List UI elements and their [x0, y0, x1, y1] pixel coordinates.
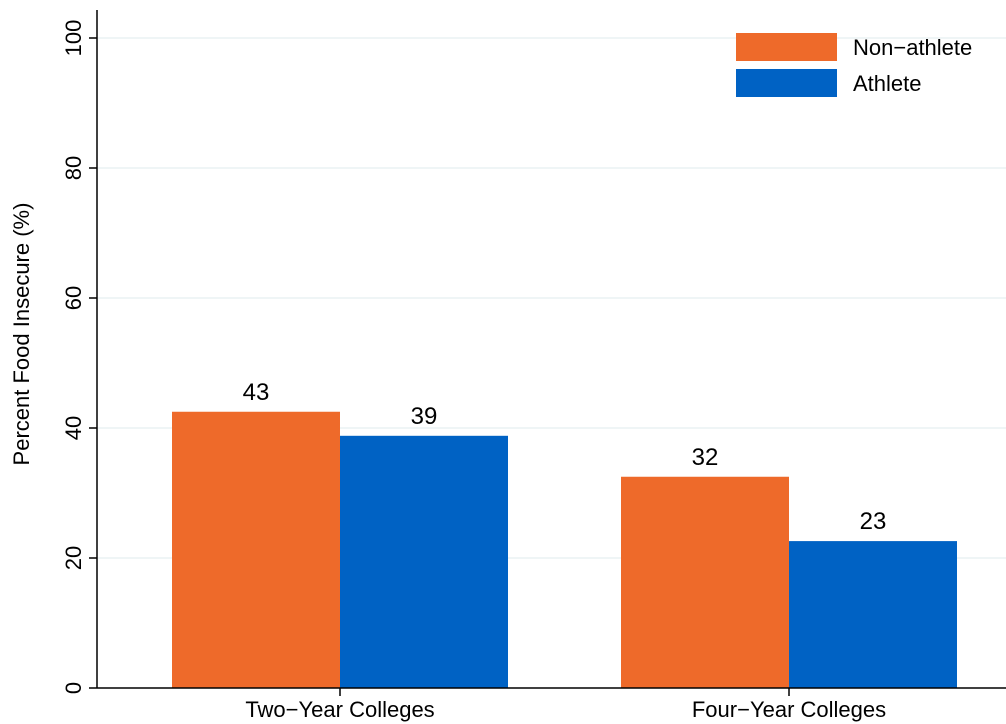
legend-swatch — [736, 33, 837, 61]
y-tick-label: 60 — [61, 286, 86, 310]
bar-athlete — [789, 541, 957, 688]
bar-non-athlete — [621, 476, 789, 688]
category-label: Four−Year Colleges — [692, 697, 886, 722]
y-tick-label: 20 — [61, 546, 86, 570]
y-axis-title: Percent Food Insecure (%) — [9, 203, 34, 466]
bar-athlete — [340, 435, 508, 688]
y-tick-label: 100 — [61, 20, 86, 57]
y-tick-label: 0 — [61, 682, 86, 694]
data-label: 23 — [860, 508, 887, 535]
data-label: 43 — [243, 379, 270, 406]
legend: Non−athlete Athlete — [736, 33, 972, 97]
data-label: 32 — [692, 444, 719, 471]
category-labels: Two−Year Colleges Four−Year Colleges — [245, 688, 886, 722]
axes — [96, 10, 1006, 689]
legend-swatch — [736, 69, 837, 97]
y-tick-label: 40 — [61, 416, 86, 440]
data-label: 39 — [411, 403, 438, 430]
data-labels: 43 39 32 23 — [243, 379, 887, 535]
bars — [172, 411, 957, 688]
y-ticks: 0 20 40 60 80 100 — [61, 20, 97, 694]
y-tick-label: 80 — [61, 156, 86, 180]
legend-label: Non−athlete — [853, 35, 972, 60]
legend-label: Athlete — [853, 71, 922, 96]
category-label: Two−Year Colleges — [245, 697, 434, 722]
bar-non-athlete — [172, 411, 340, 688]
